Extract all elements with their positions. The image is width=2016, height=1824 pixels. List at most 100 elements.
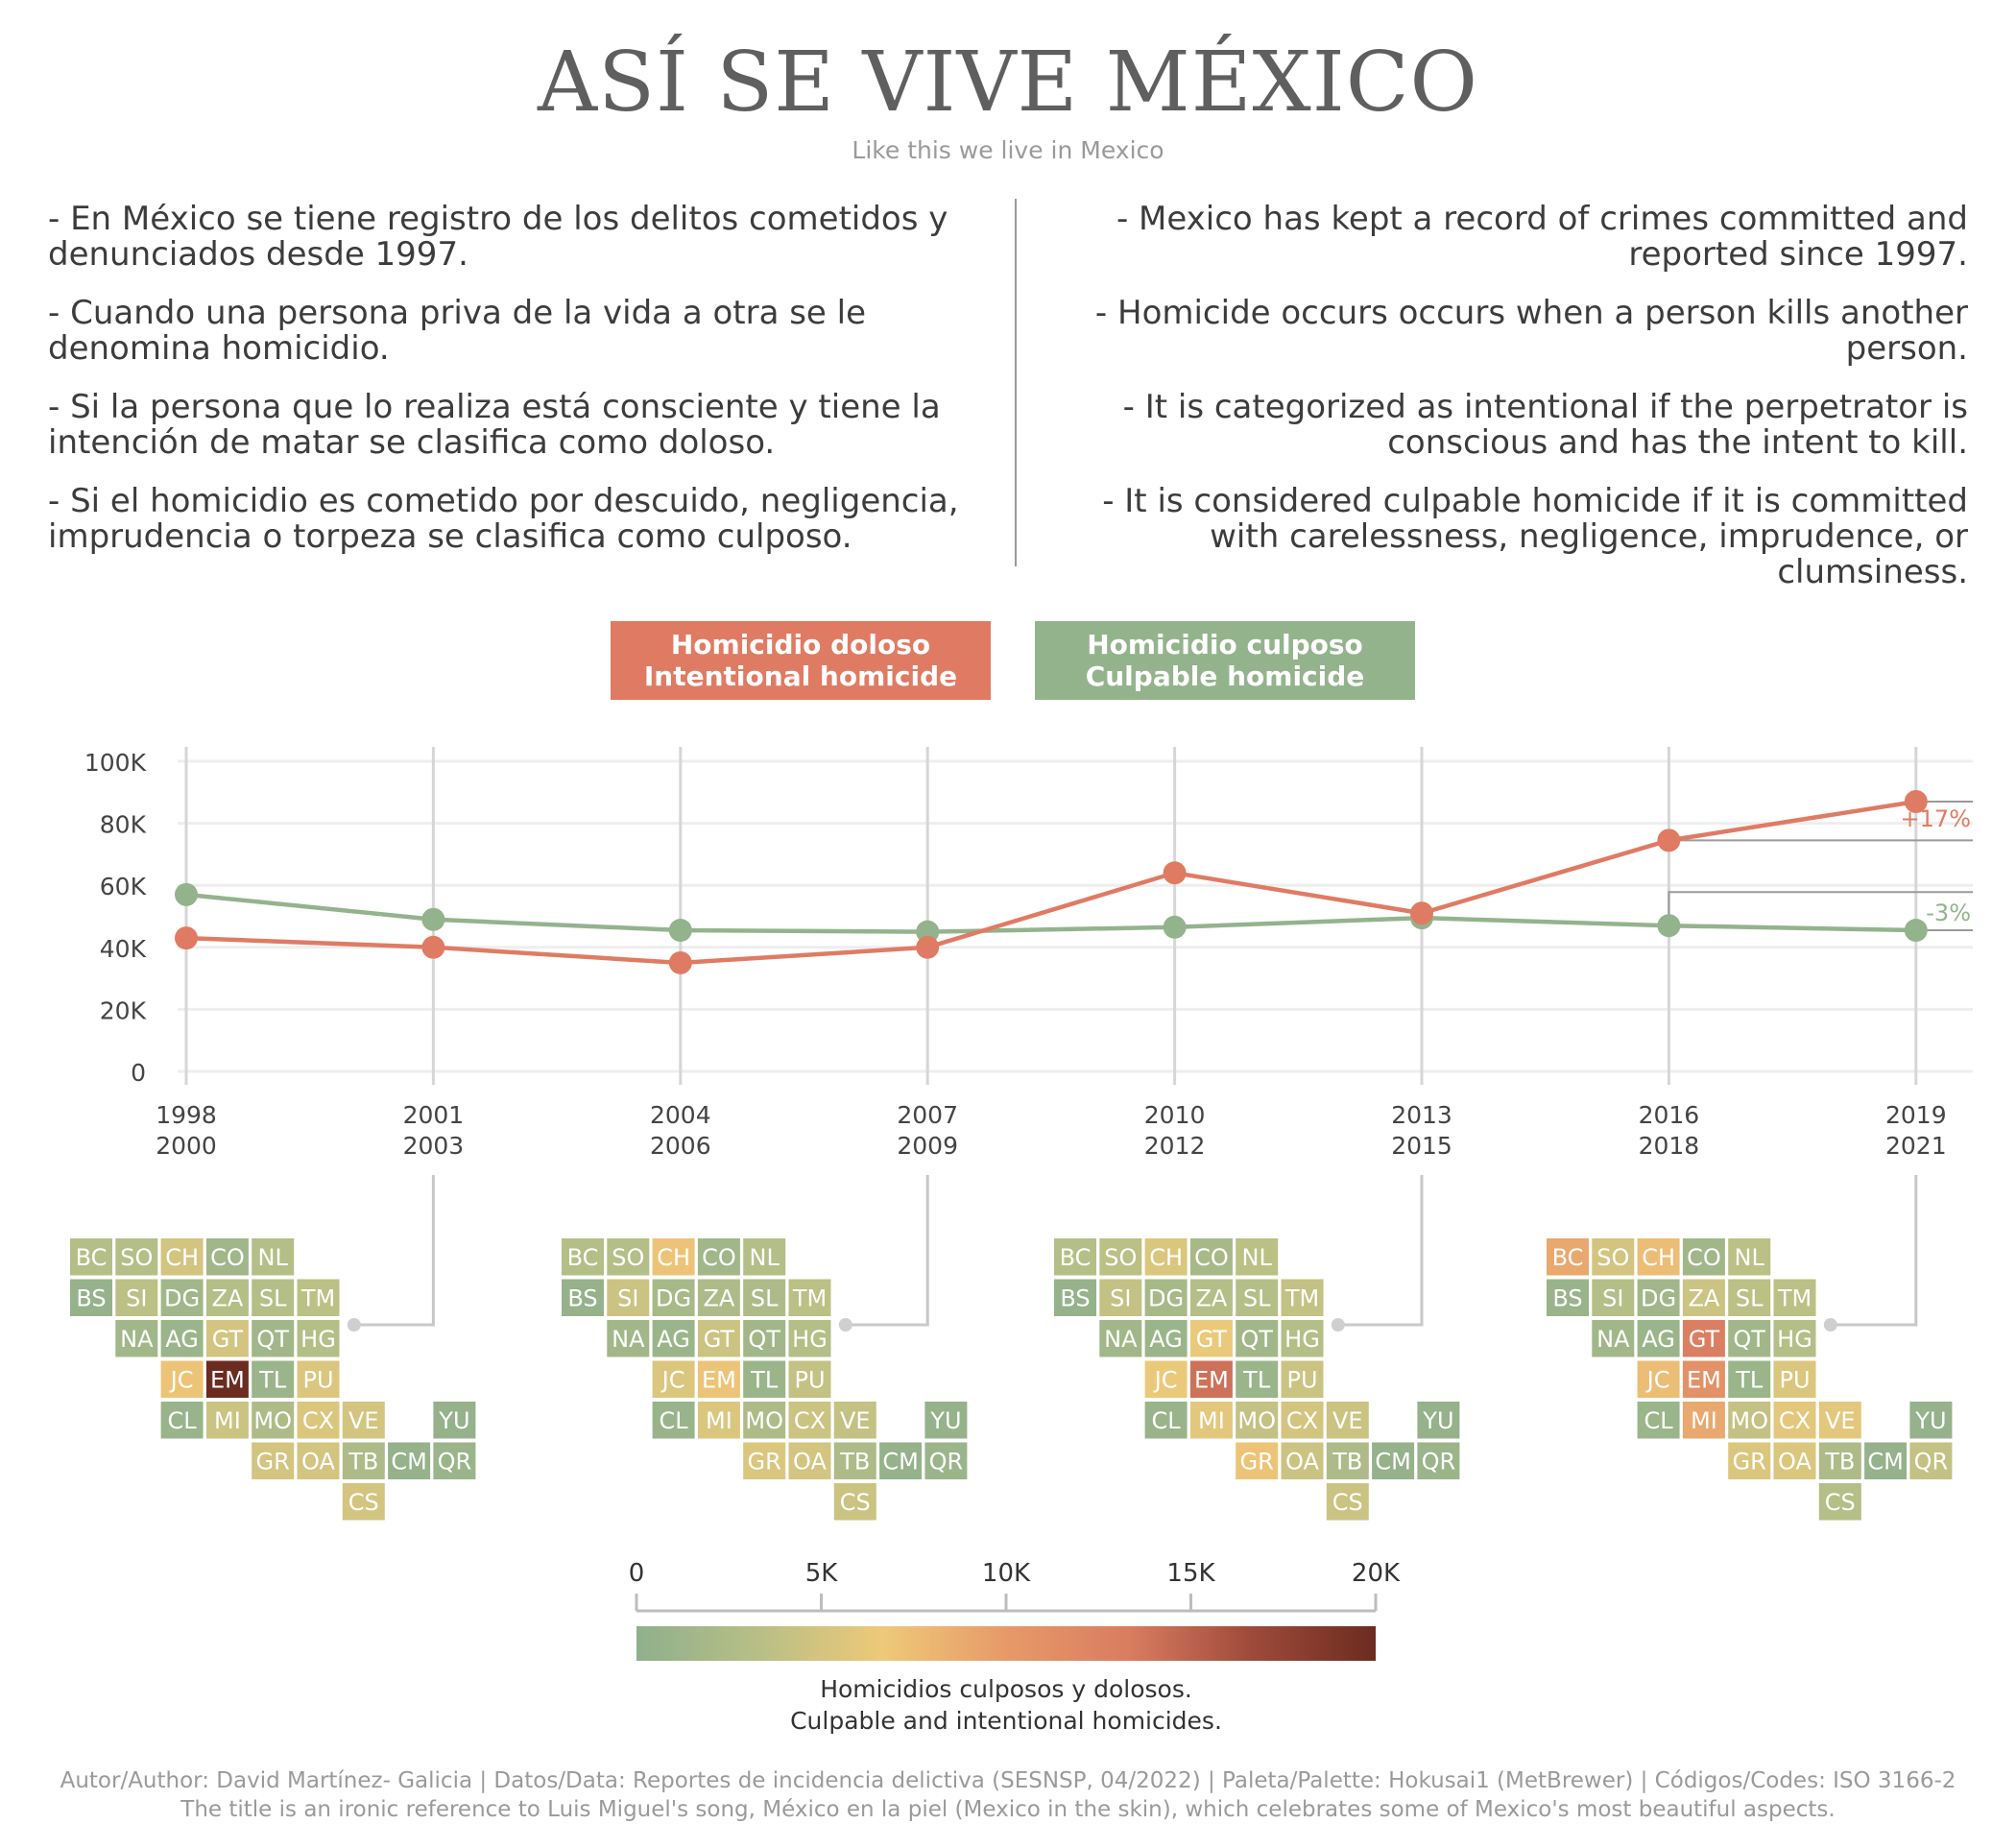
- state-code-label: SI: [126, 1285, 147, 1312]
- state-code-label: TM: [1284, 1285, 1319, 1312]
- state-tile: [160, 1402, 204, 1439]
- state-code-label: GT: [1689, 1326, 1720, 1353]
- state-tile: [1682, 1279, 1725, 1316]
- state-code-label: YU: [1914, 1407, 1946, 1434]
- intro-en-paragraph: - Mexico has kept a record of crimes com…: [1116, 200, 1968, 274]
- state-tile: [205, 1402, 249, 1439]
- state-tile: [1144, 1402, 1188, 1439]
- state-tile: [1818, 1483, 1861, 1521]
- state-code-label: CL: [660, 1407, 689, 1434]
- intentional-point: [1657, 828, 1681, 852]
- state-code-label: CX: [794, 1407, 826, 1434]
- state-code-label: HG: [792, 1326, 828, 1353]
- state-tile: [252, 1360, 295, 1398]
- state-tile: [433, 1402, 476, 1439]
- state-tile: [697, 1279, 740, 1316]
- scale-description: Culpable and intentional homicides.: [790, 1707, 1222, 1735]
- state-tile: [1682, 1238, 1725, 1276]
- state-tile: [1236, 1442, 1279, 1479]
- state-tile: [388, 1442, 431, 1479]
- culpable-point: [421, 907, 445, 931]
- intro-en-paragraph: - It is considered culpable homicide if …: [1102, 482, 1968, 591]
- state-tile: [205, 1238, 249, 1276]
- culpable-point: [175, 882, 198, 906]
- state-tile: [833, 1442, 876, 1479]
- state-code-label: MO: [745, 1407, 783, 1434]
- state-tile: [652, 1402, 695, 1439]
- change-annotation: +17%: [1901, 805, 1971, 832]
- state-tile: [1281, 1320, 1324, 1357]
- state-tile: [1144, 1360, 1188, 1398]
- state-code-label: BC: [567, 1244, 599, 1271]
- state-code-label: SI: [1110, 1285, 1131, 1312]
- state-tile: [160, 1279, 204, 1316]
- state-tile: [1189, 1360, 1233, 1398]
- state-code-label: YU: [929, 1407, 961, 1434]
- state-code-label: OA: [1285, 1449, 1319, 1476]
- intro-es-paragraph: - En México se tiene registro de los del…: [48, 200, 948, 274]
- state-tile: [743, 1442, 786, 1479]
- state-tile: [743, 1238, 786, 1276]
- state-tile: [1281, 1360, 1324, 1398]
- state-tile: [1144, 1238, 1188, 1276]
- page-title: ASÍ SE VIVE MÉXICO: [538, 35, 1478, 131]
- state-code-label: AG: [1642, 1326, 1675, 1353]
- state-tile: [1054, 1279, 1096, 1316]
- state-tile: [1236, 1402, 1279, 1439]
- state-tile-map: BC SO CH CO NL BS SI DG ZA SL TM NA AG GT QT HG JC EM TL PU…: [70, 1238, 476, 1521]
- state-tile: [697, 1238, 740, 1276]
- state-tile: [1728, 1320, 1771, 1357]
- state-tile: [1637, 1402, 1680, 1439]
- state-tile: [1682, 1402, 1725, 1439]
- state-tile: [252, 1320, 295, 1357]
- change-annotation: -3%: [1926, 900, 1971, 926]
- y-tick-label: 40K: [100, 935, 147, 963]
- state-tile: [342, 1402, 385, 1439]
- state-tile: [297, 1360, 340, 1398]
- map-connector-dot: [1331, 1318, 1345, 1332]
- state-tile: [115, 1238, 158, 1276]
- state-code-label: CO: [1194, 1244, 1229, 1271]
- state-code-label: DG: [164, 1285, 200, 1312]
- state-code-label: CO: [702, 1244, 736, 1271]
- state-code-label: EM: [1687, 1367, 1721, 1394]
- state-tile: [70, 1279, 112, 1316]
- state-code-label: CX: [1779, 1407, 1811, 1434]
- state-tile: [1682, 1360, 1725, 1398]
- state-tile: [1417, 1402, 1460, 1439]
- state-tile: [1728, 1360, 1771, 1398]
- intro-en-paragraph: - It is categorized as intentional if th…: [1122, 388, 1968, 462]
- state-code-label: GR: [748, 1449, 781, 1476]
- intentional-point: [1904, 789, 1928, 813]
- state-tile: [697, 1360, 740, 1398]
- state-tile: [788, 1320, 831, 1357]
- state-tile: [652, 1238, 695, 1276]
- state-code-label: CL: [1644, 1407, 1674, 1434]
- state-tile: [1417, 1442, 1460, 1479]
- state-code-label: GR: [1733, 1449, 1766, 1476]
- state-code-label: QT: [256, 1326, 289, 1353]
- state-code-label: AG: [165, 1326, 199, 1353]
- state-code-label: DG: [1148, 1285, 1184, 1312]
- state-tile: [1773, 1360, 1816, 1398]
- scale-tick-label: 10K: [982, 1559, 1031, 1588]
- state-tile: [1236, 1279, 1279, 1316]
- state-code-label: QR: [1914, 1449, 1949, 1476]
- x-tick-label: 2010: [1144, 1101, 1206, 1129]
- state-tile: [652, 1360, 695, 1398]
- scale-tick-label: 5K: [805, 1559, 839, 1588]
- state-tile: [1099, 1238, 1142, 1276]
- state-code-label: PU: [302, 1367, 333, 1394]
- state-code-label: MI: [1691, 1407, 1717, 1434]
- state-tile: [743, 1360, 786, 1398]
- x-tick-label: 2006: [650, 1132, 711, 1160]
- culpable-point: [1163, 915, 1187, 939]
- state-code-label: SO: [1596, 1244, 1629, 1271]
- state-code-label: ZA: [703, 1285, 734, 1312]
- state-code-label: GT: [704, 1326, 735, 1353]
- intentional-line: [185, 799, 1917, 966]
- state-tile: [115, 1320, 158, 1357]
- x-tick-label: 2015: [1391, 1132, 1452, 1160]
- state-code-label: TB: [1824, 1449, 1855, 1476]
- state-code-label: TL: [750, 1367, 779, 1394]
